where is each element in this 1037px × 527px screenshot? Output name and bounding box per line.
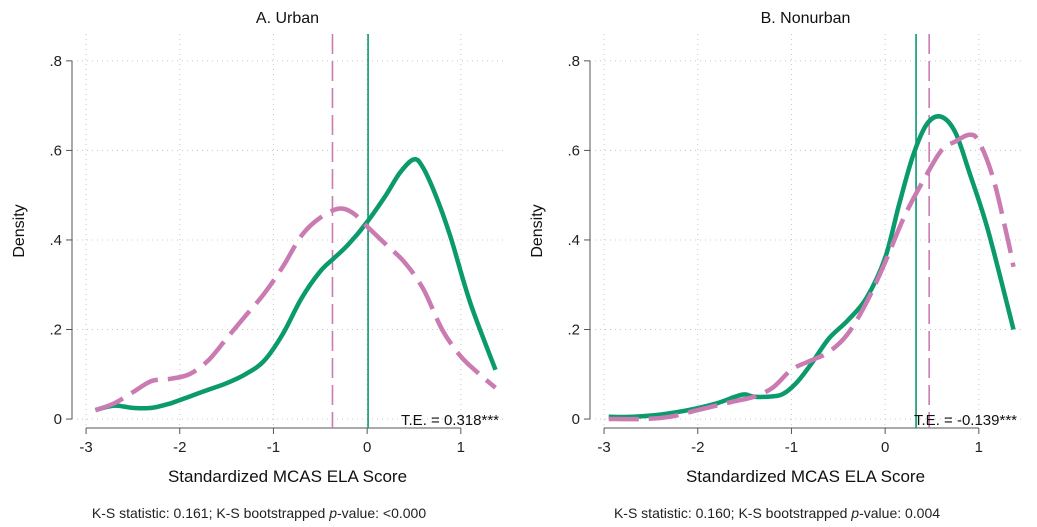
ks-prefix: K-S statistic: 0.160; K-S bootstrapped [613,505,852,521]
ks-p-italic: p [851,505,860,521]
te-annotation: T.E. = 0.318*** [401,412,499,429]
x-axis-title: Standardized MCAS ELA Score [686,467,925,486]
y-tick-label: .2 [49,322,62,339]
x-tick-label: -3 [79,439,92,456]
ks-p-italic: p [329,505,337,521]
x-axis-title: Standardized MCAS ELA Score [168,467,407,486]
y-tick-label: .6 [49,142,62,159]
x-tick-label: -1 [785,439,798,456]
y-tick-label: .2 [567,322,580,339]
y-tick-label: .4 [49,232,62,249]
x-tick-label: -1 [267,439,280,456]
panel-title: B. Nonurban [761,10,851,27]
y-tick-label: .8 [49,53,62,70]
chart-panel-urban: -3 -2 -1 0 1 0 .2 .4 .6 .8 A. Urban Standardized MC… [0,0,518,527]
y-tick-label: 0 [54,411,62,428]
ks-footnote-nonurban: K-S statistic: 0.160; K-S bootstrapped p… [518,505,1036,521]
x-tick-label: -2 [173,439,186,456]
x-tick-label: 0 [363,439,371,456]
y-tick-label: 0 [572,411,580,428]
te-annotation: T.E. = -0.139*** [914,412,1017,429]
ks-prefix: K-S statistic: 0.161; K-S bootstrapped [91,505,330,521]
density-line-solid [94,157,498,413]
chart-panel-nonurban: -3 -2 -1 0 1 0 .2 .4 .6 .8 B. Nonurban Standardized… [518,0,1036,527]
x-tick-label: 1 [457,439,465,456]
ks-suffix: -value: 0.004 [859,505,941,521]
y-tick-label: .8 [567,53,580,70]
x-tick-label: 0 [881,439,889,456]
chart-svg-nonurban: -3 -2 -1 0 1 0 .2 .4 .6 .8 B. Nonurban Standardized… [529,10,1021,486]
panel-title: A. Urban [256,10,319,27]
chart-svg-urban: -3 -2 -1 0 1 0 .2 .4 .6 .8 A. Urban Standardized MC… [11,10,503,486]
density-line-solid [608,114,1016,420]
x-tick-label: 1 [975,439,983,456]
y-tick-label: .6 [567,142,580,159]
y-tick-label: .4 [567,232,580,249]
ks-suffix: -value: <0.000 [337,505,427,521]
y-axis-title: Density [529,204,546,257]
x-tick-label: -2 [691,439,704,456]
density-line-dashed [608,132,1016,422]
x-tick-label: -3 [597,439,610,456]
ks-footnote-urban: K-S statistic: 0.161; K-S bootstrapped p… [0,505,518,521]
density-line-dashed [94,206,497,413]
y-axis-title: Density [11,204,28,257]
